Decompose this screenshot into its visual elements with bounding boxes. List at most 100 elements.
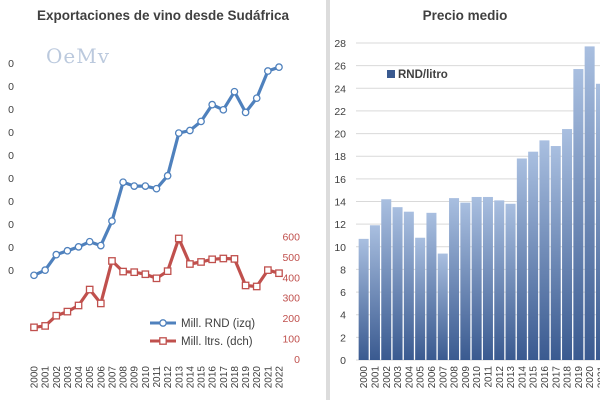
left-axis-tick-label: 0: [8, 173, 14, 185]
liters-data-point: [174, 234, 183, 243]
rnd-data-point: [41, 266, 49, 275]
legend-swatch: [387, 70, 395, 78]
x-axis-tick-label: 2006: [96, 366, 107, 389]
left-axis-tick-label: 0: [8, 104, 14, 116]
rnd-data-point: [174, 129, 183, 137]
liters-data-point: [241, 281, 250, 290]
rnd-data-point: [119, 178, 127, 187]
price-bar: [392, 207, 403, 360]
price-bar: [369, 225, 380, 360]
left-axis-tick-label: 0: [8, 196, 14, 208]
x-axis-tick-label: 2012: [163, 366, 174, 389]
rnd-data-point: [52, 250, 61, 259]
liters-data-point: [85, 285, 94, 294]
x-axis-tick-label: 2011: [483, 366, 494, 388]
legend-marker-circle: [159, 319, 167, 327]
liters-data-point: [41, 322, 49, 330]
y-axis-tick-label: 14: [334, 197, 346, 209]
liters-data-point: [52, 311, 61, 320]
rnd-data-point: [163, 171, 172, 180]
price-bar: [471, 196, 482, 360]
x-axis-tick-label: 2006: [427, 366, 438, 389]
x-axis-tick-label: 2009: [461, 366, 472, 389]
price-bar: [426, 212, 437, 360]
liters-data-point: [141, 270, 150, 279]
y-axis-tick-label: 6: [340, 287, 346, 299]
x-axis-tick-label: 2017: [551, 366, 562, 389]
price-bar: [516, 158, 527, 360]
x-axis-tick-label: 2018: [563, 366, 574, 389]
liters-data-point: [152, 274, 161, 283]
right-axis-tick-label: 600: [282, 231, 300, 243]
x-axis-tick-label: 2019: [241, 366, 252, 389]
x-axis-tick-label: 2003: [393, 366, 404, 389]
rnd-data-point: [208, 100, 217, 109]
x-axis-tick-label: 2008: [450, 366, 461, 389]
rnd-data-point: [141, 182, 150, 190]
y-axis-tick-label: 26: [334, 61, 346, 73]
x-axis-tick-label: 2000: [359, 366, 370, 389]
x-axis-tick-label: 2007: [107, 366, 118, 389]
legend-label: RND/litro: [398, 69, 448, 81]
x-axis-tick-label: 2018: [230, 366, 241, 389]
price-bar: [482, 196, 493, 360]
x-axis-tick-label: 2014: [185, 366, 196, 389]
rnd-data-point: [197, 117, 205, 126]
x-axis-tick-label: 2013: [174, 366, 185, 389]
liters-data-point: [119, 267, 127, 276]
price-chart-panel: Precio medio 0 2 4 6 8 10 12 14 16 18 20 22 24 26 28 20…: [330, 0, 600, 400]
rnd-series-line: [33, 65, 280, 277]
right-axis-tick-label: 0: [294, 354, 300, 366]
x-axis-tick-label: 2021: [263, 366, 274, 389]
price-bar: [584, 46, 595, 361]
left-axis-tick-label: 0: [8, 242, 14, 254]
price-bar: [415, 237, 426, 360]
x-axis-tick-label: 2001: [41, 366, 52, 389]
right-axis-tick-label: 200: [282, 313, 300, 325]
right-axis-tick-label: 400: [282, 272, 300, 284]
y-axis-tick-label: 22: [334, 106, 346, 118]
rnd-data-point: [264, 67, 272, 75]
y-axis-tick-label: 28: [334, 38, 346, 50]
liters-data-point: [230, 255, 239, 263]
liters-data-point: [63, 307, 72, 316]
x-axis-tick-label: 2004: [404, 366, 415, 389]
right-axis-tick-label: 300: [282, 293, 300, 305]
left-axis-tick-label: 0: [8, 265, 14, 277]
liters-data-point: [96, 299, 105, 308]
y-axis-tick-label: 18: [334, 151, 346, 163]
x-axis-tick-label: 2020: [252, 366, 263, 389]
price-bar: [539, 140, 550, 360]
price-bar: [437, 253, 448, 360]
rnd-data-point: [186, 126, 194, 135]
y-axis-tick-label: 8: [340, 264, 346, 276]
x-axis-tick-label: 2002: [52, 366, 63, 389]
rnd-data-point: [152, 184, 161, 193]
x-axis-tick-label: 2013: [506, 366, 517, 389]
price-bar: [595, 83, 600, 360]
x-axis-tick-label: 2003: [63, 366, 74, 389]
y-axis-tick-label: 4: [340, 310, 346, 322]
liters-data-point: [108, 257, 116, 265]
price-bar: [460, 202, 471, 360]
price-bar: [494, 200, 505, 360]
x-axis-tick-label: 2010: [472, 366, 483, 389]
x-axis-tick-label: 2008: [119, 366, 130, 389]
rnd-data-point: [275, 63, 283, 72]
y-axis-tick-label: 24: [334, 83, 346, 95]
x-axis-tick-label: 2010: [141, 366, 152, 389]
exports-chart-title: Exportaciones de vino desde Sudáfrica: [36, 8, 290, 23]
liters-data-point: [163, 267, 172, 276]
left-axis-tick-label: 0: [8, 58, 14, 70]
x-axis-tick-label: 2000: [30, 366, 41, 389]
liters-data-point: [74, 301, 83, 310]
price-bar: [528, 151, 539, 360]
x-axis-tick-label: 2021: [596, 366, 600, 389]
rnd-data-point: [30, 271, 38, 280]
left-axis-tick-label: 0: [8, 219, 14, 231]
rnd-data-point: [85, 237, 94, 246]
rnd-data-point: [63, 246, 72, 255]
legend-label: Mill. RND (izq): [181, 318, 255, 330]
rnd-data-point: [252, 94, 261, 103]
